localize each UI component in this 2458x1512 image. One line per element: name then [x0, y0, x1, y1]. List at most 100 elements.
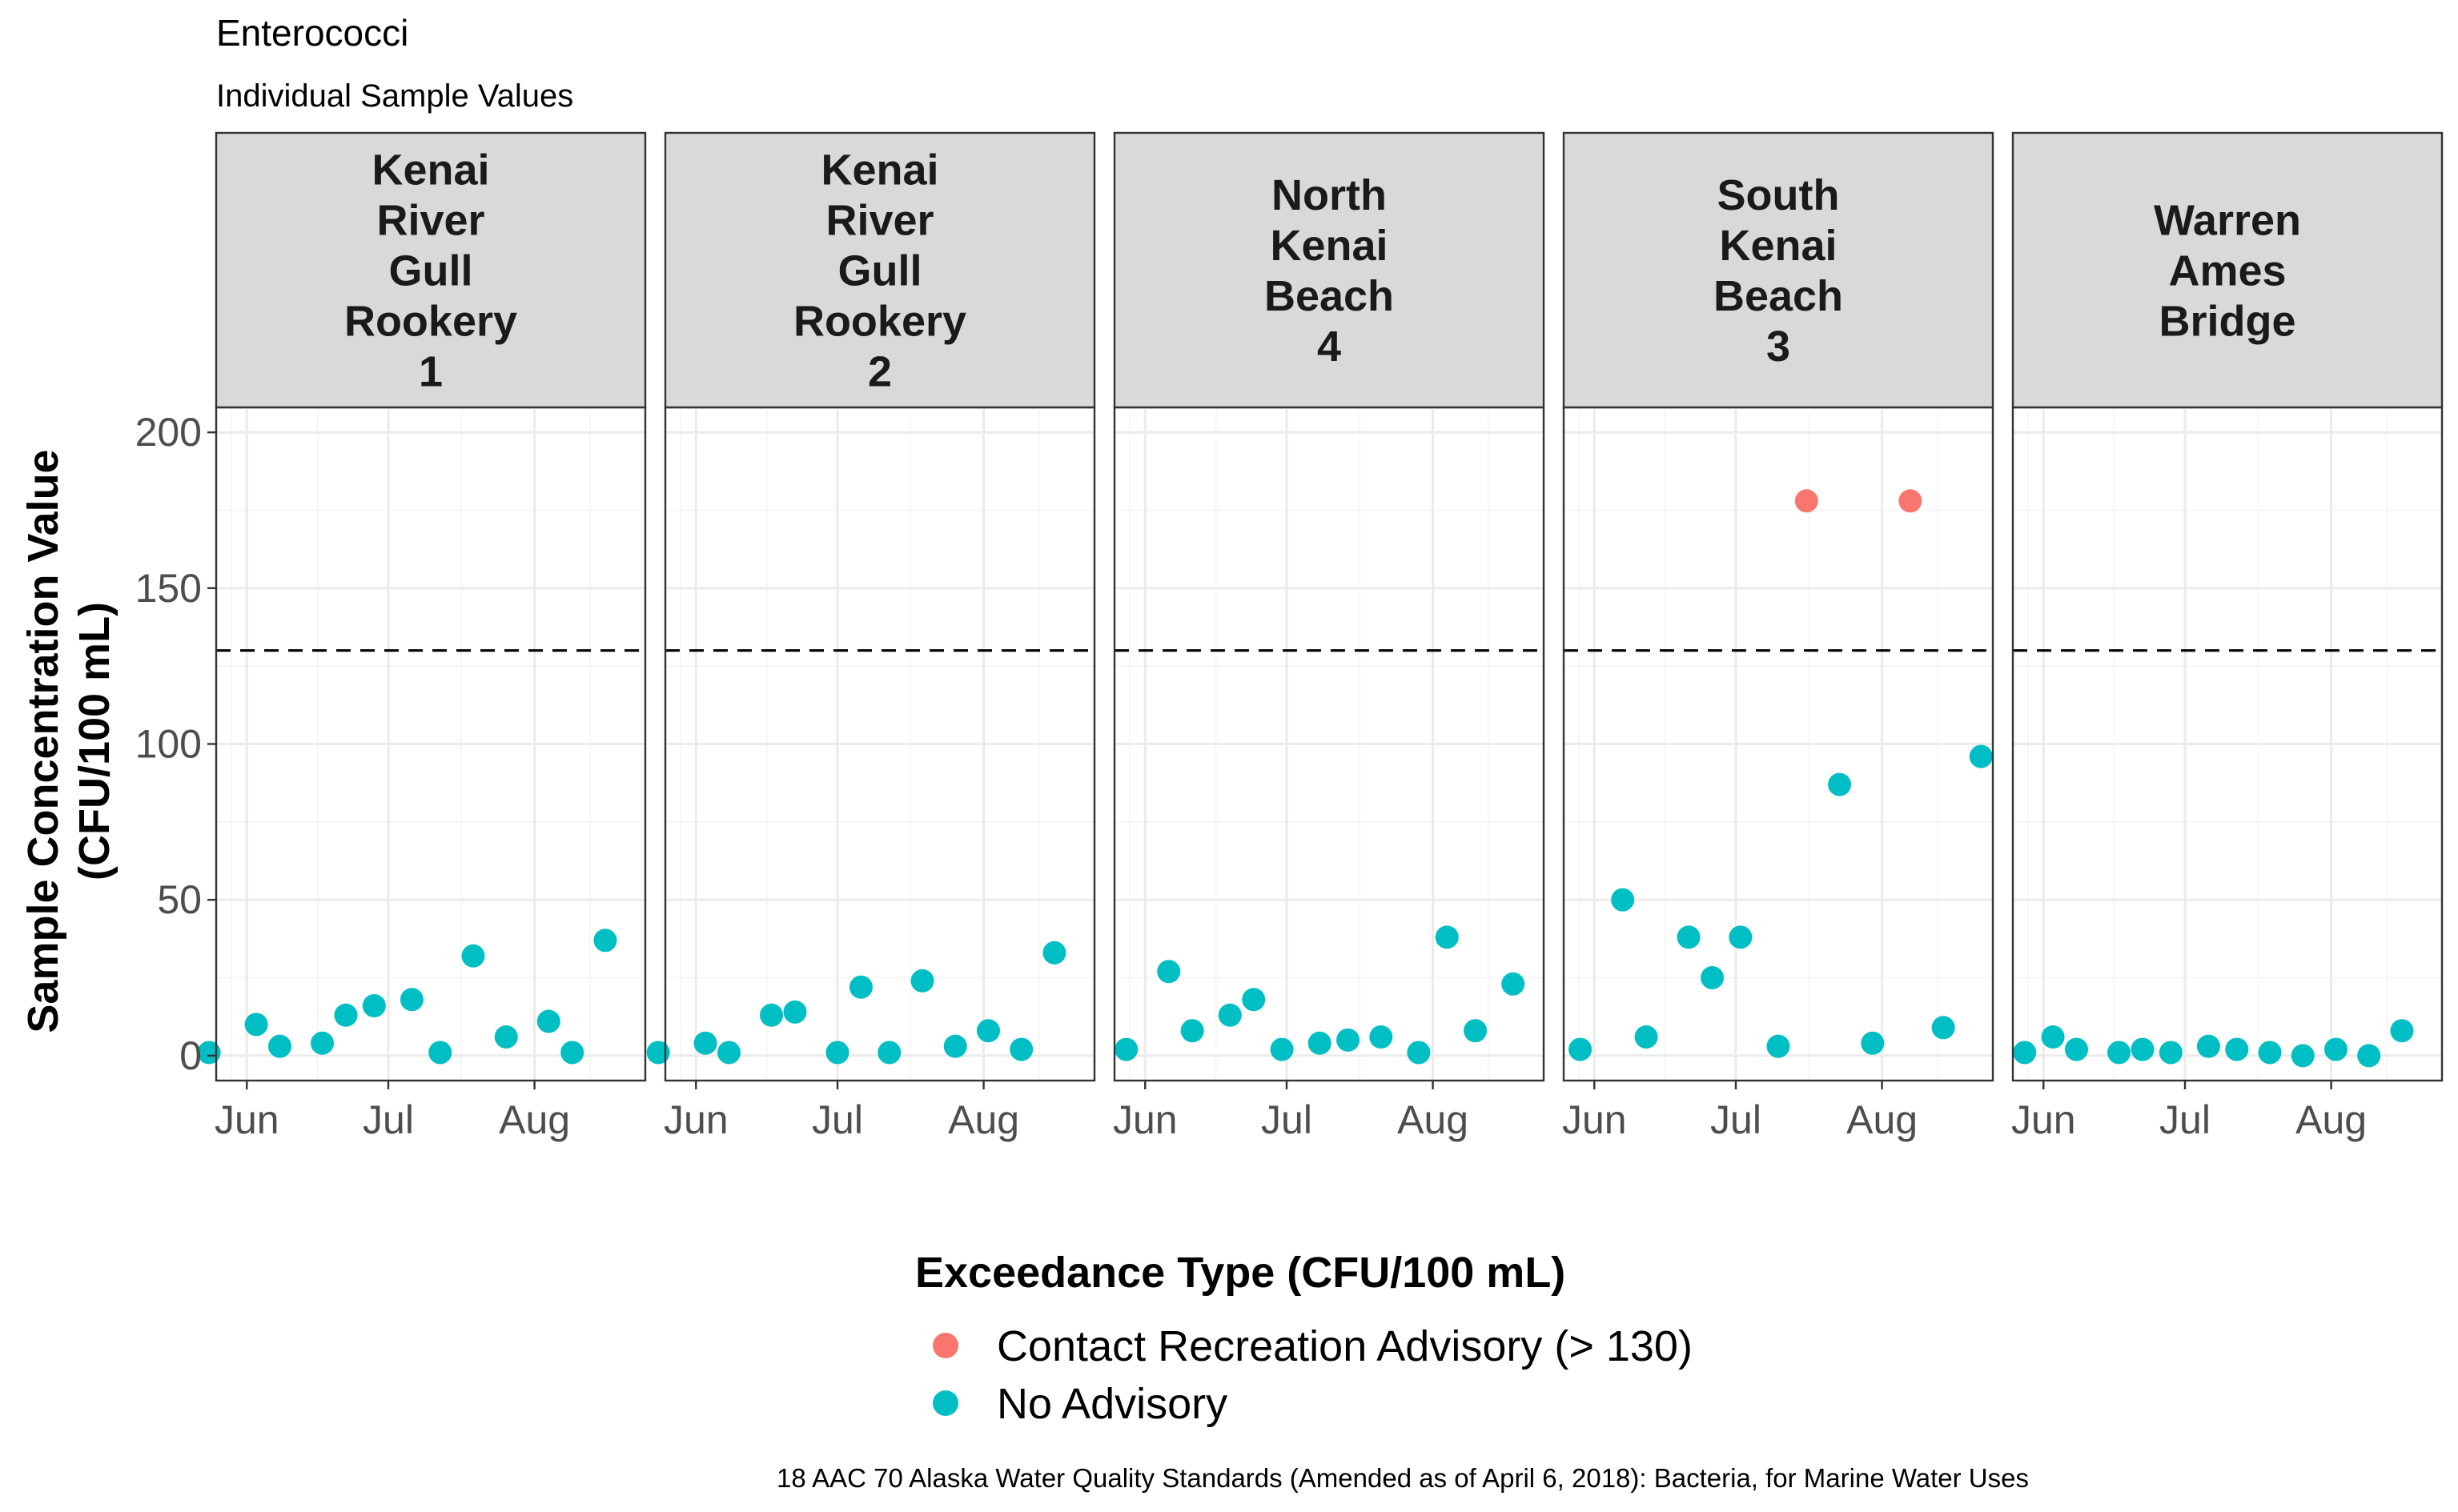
- legend-label-no-advisory: No Advisory: [997, 1380, 1227, 1428]
- legend-key-no-advisory: [933, 1390, 958, 1416]
- data-point: [1568, 1037, 1592, 1061]
- x-tick-label: Jul: [363, 1097, 414, 1142]
- data-point-advisory: [1794, 489, 1818, 513]
- data-point: [1270, 1037, 1294, 1061]
- chart-subtitle: Individual Sample Values: [216, 78, 573, 114]
- legend: Exceedance Type (CFU/100 mL) Contact Rec…: [915, 1249, 1693, 1428]
- x-tick-label: Jul: [1710, 1097, 1761, 1142]
- strip-label-line: 3: [1766, 323, 1790, 371]
- data-point: [334, 1003, 358, 1027]
- data-point: [244, 1013, 268, 1037]
- data-point: [1369, 1025, 1393, 1049]
- strip-background: [1562, 131, 1994, 409]
- x-tick-label: Jun: [2011, 1097, 2076, 1142]
- data-point: [1729, 925, 1753, 949]
- data-point: [1407, 1041, 1431, 1065]
- data-point: [2131, 1037, 2155, 1061]
- data-point: [1218, 1003, 1242, 1027]
- data-point: [362, 994, 386, 1018]
- data-point: [2258, 1041, 2282, 1065]
- data-point: [1010, 1037, 1034, 1061]
- data-point: [2357, 1044, 2381, 1068]
- data-point: [1861, 1031, 1885, 1055]
- data-point: [2323, 1037, 2348, 1061]
- data-point: [2196, 1034, 2220, 1058]
- strip-label-line: Kenai: [1270, 222, 1388, 270]
- data-point: [1157, 960, 1181, 984]
- data-point: [1501, 972, 1525, 996]
- data-point: [783, 1000, 807, 1024]
- data-point: [268, 1034, 292, 1058]
- data-point: [646, 1041, 670, 1065]
- data-point: [1180, 1019, 1204, 1043]
- panel-border: [1562, 406, 1994, 1082]
- x-tick-label: Jul: [2159, 1097, 2211, 1142]
- x-tick-label: Aug: [1397, 1097, 1468, 1142]
- y-axis-title-line-2: (CFU/100 mL): [70, 602, 118, 880]
- data-point: [1435, 925, 1459, 949]
- x-tick-label: Jun: [664, 1097, 729, 1142]
- data-point: [494, 1025, 518, 1049]
- data-point: [2013, 1041, 2037, 1065]
- strip-label-line: Kenai: [821, 146, 938, 195]
- strip-label-line: Gull: [838, 247, 922, 295]
- data-point: [2065, 1037, 2089, 1061]
- x-tick-label: Aug: [1846, 1097, 1918, 1142]
- data-point: [1766, 1034, 1790, 1058]
- y-tick-label: 100: [135, 722, 202, 767]
- data-point: [400, 988, 424, 1012]
- strip-label-line: Gull: [389, 247, 473, 295]
- strip-label-line: Rookery: [344, 298, 517, 346]
- x-tick-label: Jul: [1261, 1097, 1312, 1142]
- strip-label-line: River: [825, 197, 934, 245]
- data-point: [1828, 772, 1852, 796]
- strip-label-line: 4: [1317, 323, 1341, 371]
- panel-border: [1113, 406, 1545, 1082]
- data-point: [1042, 940, 1066, 965]
- x-tick-label: Aug: [499, 1097, 570, 1142]
- y-axis-title: Sample Concentration Value (CFU/100 mL): [19, 449, 118, 1033]
- strip-label-line: Beach: [1264, 272, 1394, 320]
- strip-label-line: Bridge: [2159, 298, 2295, 346]
- y-tick-label: 200: [135, 410, 202, 455]
- chart-title: Enterococci: [216, 12, 408, 54]
- strip-background: [1113, 131, 1545, 409]
- data-point: [2225, 1037, 2249, 1061]
- strip-label-line: Warren: [2154, 197, 2301, 245]
- data-point: [2159, 1041, 2183, 1065]
- strip-label-line: Kenai: [1719, 222, 1837, 270]
- data-point: [943, 1034, 967, 1058]
- legend-label-advisory: Contact Recreation Advisory (> 130): [997, 1322, 1693, 1370]
- x-tick-label: Jun: [215, 1097, 279, 1142]
- y-axis-title-line-1: Sample Concentration Value: [19, 449, 67, 1033]
- data-point: [976, 1019, 1000, 1043]
- data-point: [878, 1041, 902, 1065]
- x-tick-label: Aug: [2295, 1097, 2367, 1142]
- strip-label-line: 1: [419, 348, 443, 396]
- x-tick-label: Jun: [1562, 1097, 1627, 1142]
- y-tick-label: 0: [179, 1033, 202, 1078]
- caption: 18 AAC 70 Alaska Water Quality Standards…: [777, 1463, 2029, 1493]
- legend-key-advisory: [933, 1333, 958, 1358]
- strip-label-line: South: [1717, 171, 1840, 219]
- strip-label-line: Ames: [2168, 247, 2286, 295]
- strip-background: [2011, 131, 2444, 409]
- data-point: [1307, 1031, 1331, 1055]
- data-point: [2107, 1041, 2131, 1065]
- data-point: [760, 1003, 784, 1027]
- data-point: [1701, 966, 1725, 990]
- data-point: [849, 975, 873, 999]
- strip-background: [215, 131, 647, 409]
- data-point: [910, 969, 934, 993]
- x-tick-label: Aug: [948, 1097, 1019, 1142]
- data-point: [2390, 1019, 2414, 1043]
- strip-label-line: Beach: [1713, 272, 1843, 320]
- panel-border: [664, 406, 1096, 1082]
- data-point: [1464, 1019, 1488, 1043]
- data-point: [693, 1031, 717, 1055]
